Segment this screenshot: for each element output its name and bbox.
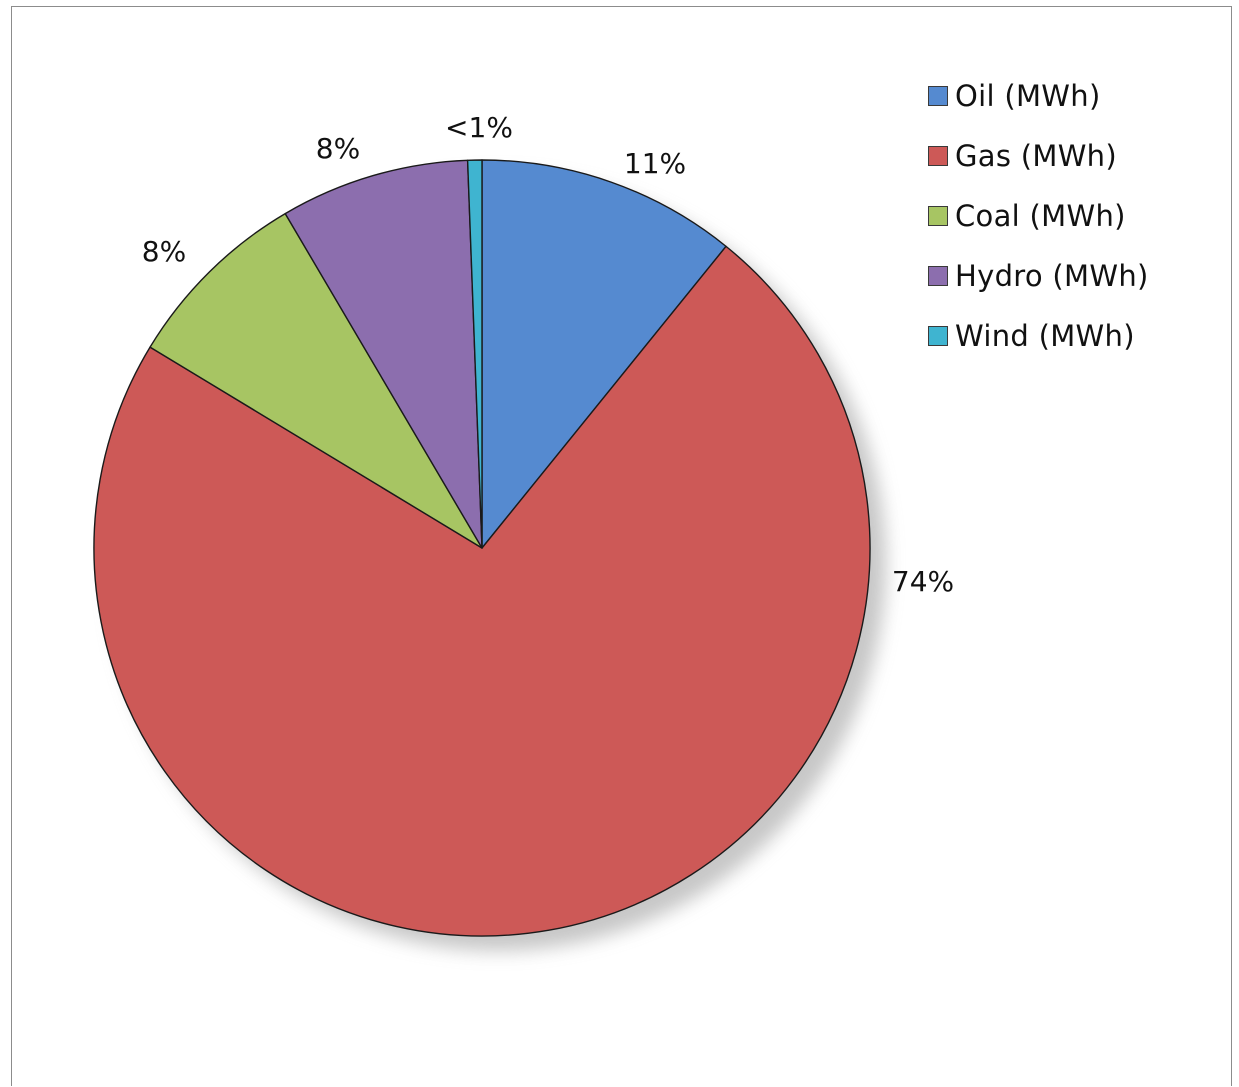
chart-legend: Oil (MWh) Gas (MWh) Coal (MWh) Hydro (MWh) W… [928, 66, 1149, 366]
pie-slice-wind[interactable] [466, 159, 483, 549]
legend-swatch-hydro [928, 266, 948, 286]
legend-swatch-wind [928, 326, 948, 346]
legend-swatch-oil [928, 86, 948, 106]
legend-label-coal: Coal (MWh) [955, 199, 1126, 233]
data-label-coal: 8% [142, 235, 186, 268]
legend-label-oil: Oil (MWh) [955, 79, 1101, 113]
pie-slices [93, 159, 871, 937]
legend-swatch-gas [928, 146, 948, 166]
data-label-gas: 74% [892, 565, 954, 598]
legend-item-gas: Gas (MWh) [928, 126, 1149, 186]
pie-data-labels: 11% 74% 8% 8% <1% [142, 111, 954, 598]
pie-slice-hydro[interactable] [284, 159, 483, 549]
legend-swatch-coal [928, 206, 948, 226]
legend-label-gas: Gas (MWh) [955, 139, 1117, 173]
legend-label-hydro: Hydro (MWh) [955, 259, 1149, 293]
data-label-oil: 11% [624, 147, 686, 180]
pie-slice-oil[interactable] [481, 159, 727, 549]
legend-item-oil: Oil (MWh) [928, 66, 1149, 126]
legend-item-hydro: Hydro (MWh) [928, 246, 1149, 306]
legend-label-wind: Wind (MWh) [955, 319, 1135, 353]
data-label-hydro: 8% [316, 132, 360, 165]
legend-item-wind: Wind (MWh) [928, 306, 1149, 366]
pie-slice-coal[interactable] [149, 212, 483, 549]
legend-item-coal: Coal (MWh) [928, 186, 1149, 246]
pie-slice-gas[interactable] [93, 245, 871, 937]
data-label-wind: <1% [445, 111, 513, 144]
